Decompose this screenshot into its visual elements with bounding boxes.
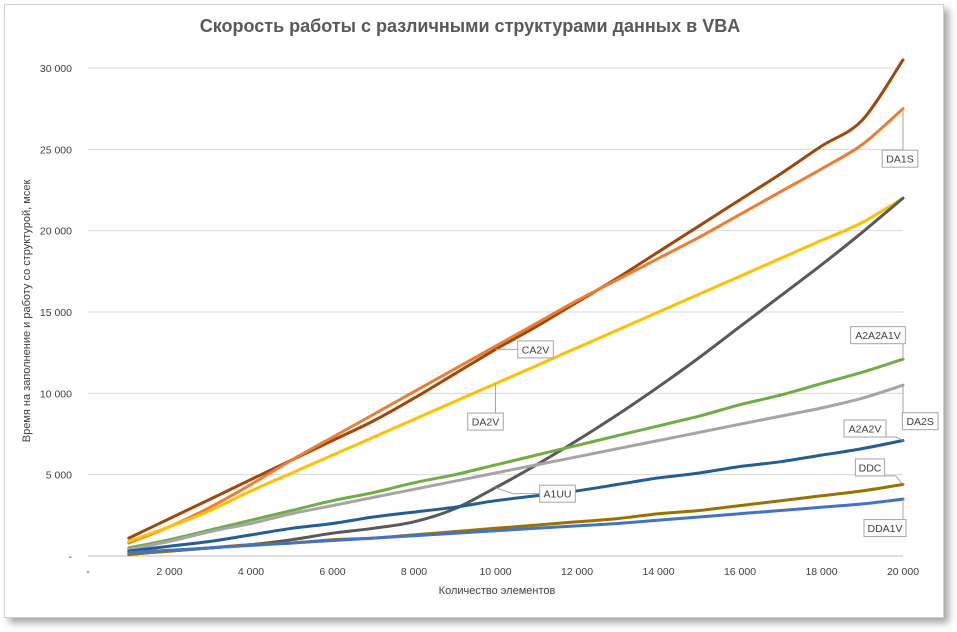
series-line-da2s (127, 383, 905, 551)
x-tick-label: 4 000 (238, 566, 264, 578)
y-tick-label: 30 000 (40, 63, 72, 75)
x-tick-label: 20 000 (887, 566, 919, 578)
callout-label: DA2S (906, 416, 933, 428)
callout-ddc: DDC (854, 458, 904, 485)
x-axis-label: Количество элементов (439, 585, 556, 597)
callout-box (850, 326, 906, 345)
y-tick-label: 20 000 (40, 226, 72, 238)
callout-a1uu: A1UU (495, 484, 576, 503)
callout-leader-line (495, 487, 540, 495)
grid-lines (88, 67, 903, 557)
callout-label: A2A2A1V (855, 330, 901, 342)
callout-leader-line (884, 475, 904, 485)
callout-box (539, 484, 576, 503)
x-tick-label: 12 000 (561, 566, 593, 578)
x-tick-label: 2 000 (156, 566, 182, 578)
callout-leader-line (886, 436, 904, 441)
callout-a2a2v: A2A2V (843, 419, 904, 441)
chart-frame (4, 4, 944, 618)
x-tick-label: 8 000 (401, 566, 427, 578)
callout-box (843, 419, 887, 438)
x-axis-ticks: - 2 000 4 000 6 000 8 000 10 000 12 000 14 000 1… (86, 566, 919, 578)
y-axis-label: Время на заполнение и работу со структур… (21, 180, 33, 443)
series-line-ca2v (127, 58, 905, 540)
callout-box (901, 412, 939, 431)
series-line-da2v (127, 196, 905, 543)
x-tick-label: 10 000 (479, 566, 511, 578)
callout-label: DA1S (886, 154, 913, 166)
series-lines (127, 58, 905, 556)
callout-dda1v: DDA1V (863, 499, 907, 538)
y-axis-ticks: - 5 000 10 000 15 000 20 000 25 000 30 000 (40, 63, 73, 563)
callout-label: A2A2V (849, 424, 882, 436)
x-tick-label: 6 000 (319, 566, 345, 578)
callout-label: DA2V (472, 417, 499, 429)
callout-a2a2a1v: A2A2A1V (850, 326, 906, 360)
callout-label: A1UU (543, 489, 571, 501)
callout-box (517, 340, 554, 359)
chart-title: Скорость работы с различными структурами… (200, 16, 740, 36)
callout-label: CA2V (522, 344, 549, 356)
series-line-dda1v (127, 497, 905, 555)
y-tick-label: - (69, 551, 73, 563)
callout-box (467, 412, 504, 431)
series-line-a2a2a1v (127, 357, 905, 550)
callout-box (854, 458, 886, 477)
callouts: CA2V DA1S DA2V A1UU A2A2A1V DA2S A2A2V DDC DDA1V (467, 108, 939, 538)
y-tick-label: 25 000 (40, 144, 72, 156)
callout-label: DDA1V (867, 523, 902, 535)
y-tick-label: 10 000 (40, 388, 72, 400)
x-tick-label: 14 000 (642, 566, 674, 578)
y-tick-label: 15 000 (40, 307, 72, 319)
callout-da1s: DA1S (881, 108, 919, 168)
y-tick-label: 5 000 (46, 470, 72, 482)
callout-box (863, 519, 907, 538)
series-line-da1s (127, 107, 905, 545)
series-line-a2a2v (127, 439, 905, 553)
callout-label: DDC (859, 462, 882, 474)
callout-da2s: DA2S (901, 385, 939, 431)
x-tick-label: 18 000 (805, 566, 837, 578)
callout-box (881, 149, 919, 168)
callout-ca2v: CA2V (495, 340, 554, 359)
x-tick-label: - (86, 566, 90, 578)
callout-da2v: DA2V (467, 383, 504, 431)
x-tick-label: 16 000 (724, 566, 756, 578)
